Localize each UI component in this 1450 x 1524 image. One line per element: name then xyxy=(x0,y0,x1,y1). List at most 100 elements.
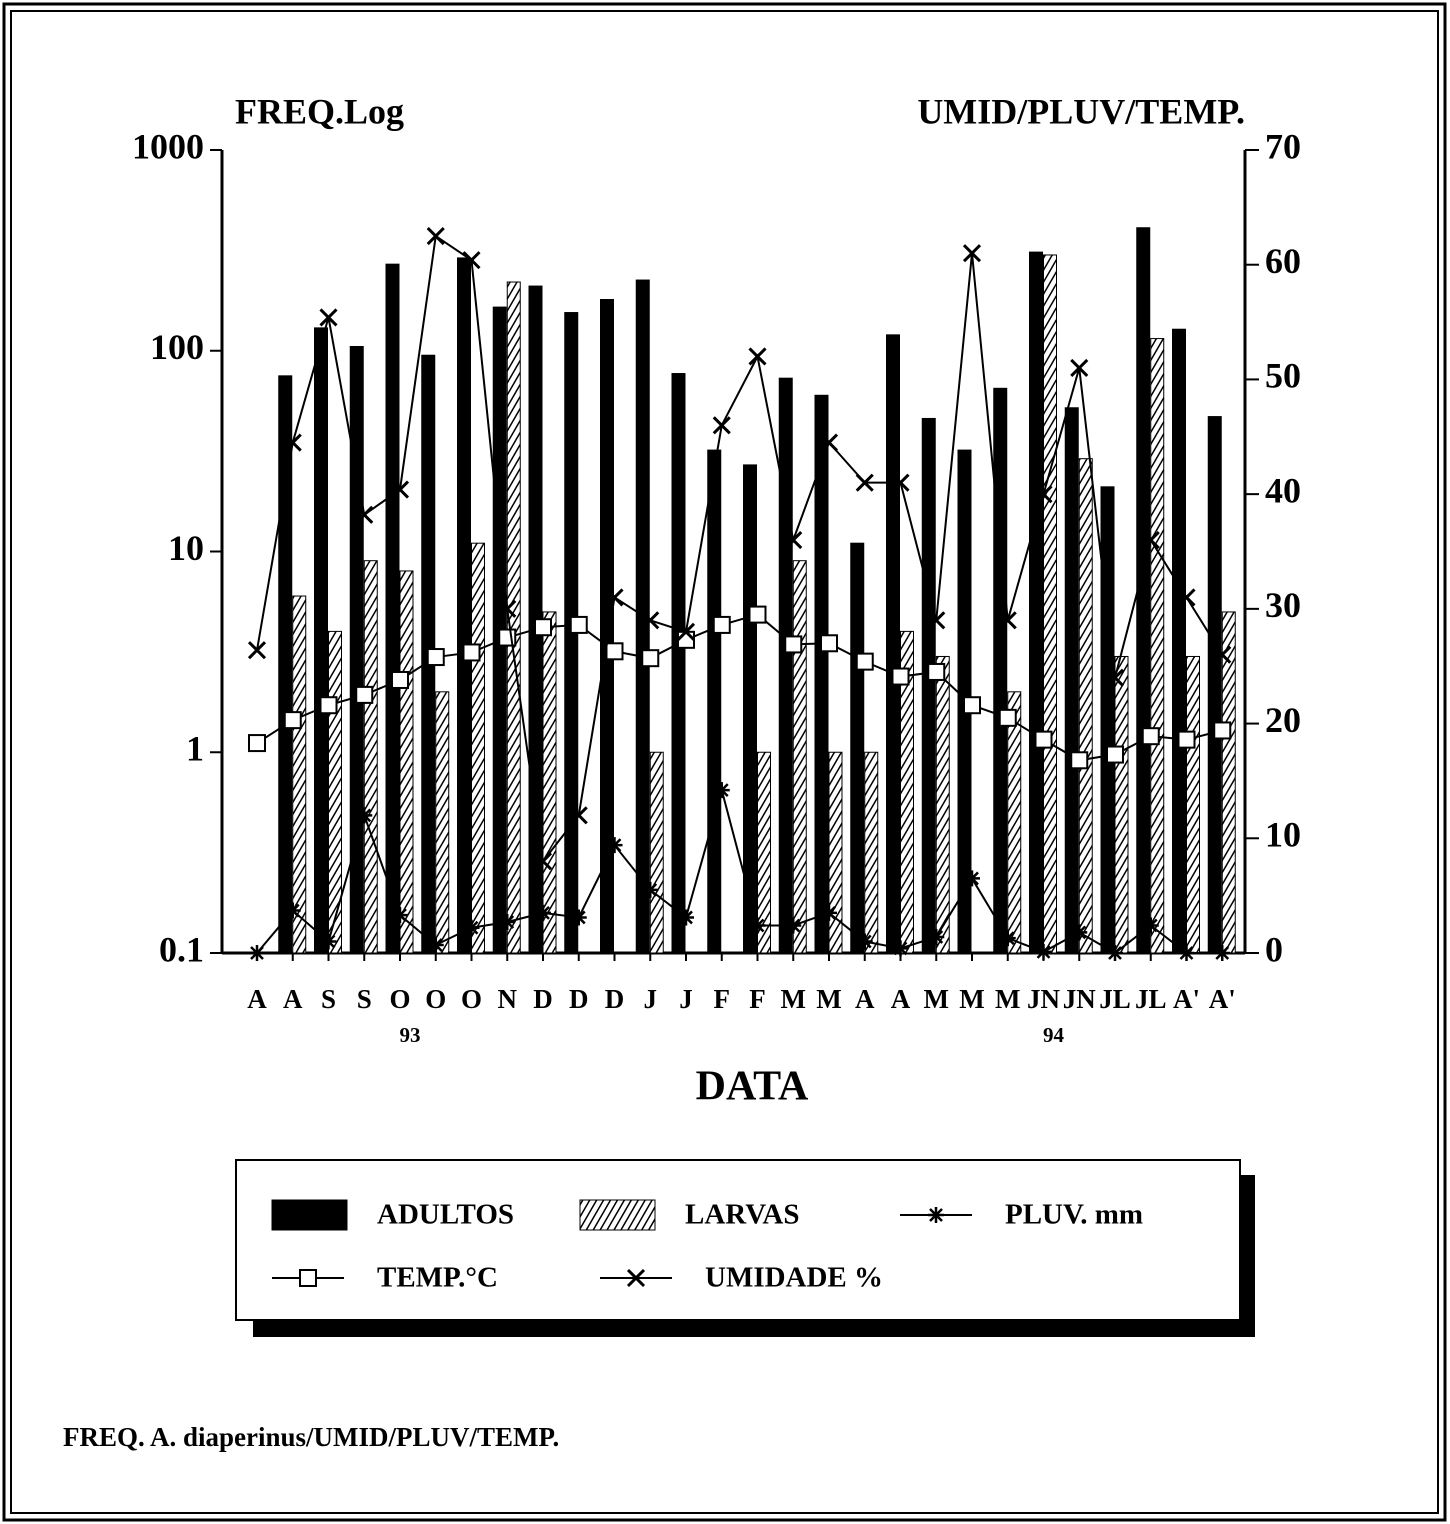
y-tick-label: 1 xyxy=(186,729,204,769)
marker-x xyxy=(390,480,410,499)
marker-square xyxy=(248,734,266,753)
marker-x xyxy=(998,611,1017,630)
marker-square xyxy=(283,711,302,730)
bar xyxy=(850,542,865,954)
y-tick-label: 10 xyxy=(168,528,204,568)
bar xyxy=(993,387,1008,954)
marker-star xyxy=(749,917,766,934)
marker-star xyxy=(249,945,265,961)
x-tick-label: A' xyxy=(1209,984,1236,1014)
marker-square xyxy=(426,648,445,667)
marker-square xyxy=(641,649,660,668)
marker-square xyxy=(677,630,695,649)
marker-star xyxy=(284,902,301,919)
bar xyxy=(921,417,936,954)
marker-square xyxy=(462,643,481,662)
y2-tick-label: 60 xyxy=(1265,241,1301,281)
marker-square xyxy=(927,662,946,681)
marker-x xyxy=(819,433,839,452)
bar xyxy=(600,299,614,954)
x-tick-label: D xyxy=(605,984,625,1014)
legend-label: PLUV. mm xyxy=(1005,1199,1143,1231)
x-tick-label: M xyxy=(959,984,984,1014)
marker-x xyxy=(247,641,267,660)
y2-tick-label: 10 xyxy=(1265,815,1301,855)
bar xyxy=(1186,655,1200,954)
year-label: 93 xyxy=(400,1023,421,1047)
x-tick-label: O xyxy=(389,984,410,1014)
marker-square xyxy=(391,670,409,689)
marker-square xyxy=(1106,745,1124,764)
x-tick-label: JL xyxy=(1135,984,1167,1014)
marker-x xyxy=(605,588,624,607)
y2-tick-label: 50 xyxy=(1265,356,1301,396)
marker-star xyxy=(463,919,480,936)
marker-star xyxy=(1142,917,1159,934)
marker-square xyxy=(569,615,588,634)
x-tick-label: A xyxy=(891,984,911,1014)
bar xyxy=(1043,254,1057,954)
marker-x xyxy=(676,622,696,641)
marker-star xyxy=(1214,945,1231,961)
x-tick-label: N xyxy=(498,984,518,1014)
marker-square xyxy=(712,615,731,634)
bar xyxy=(707,449,722,954)
y2-tick-label: 0 xyxy=(1265,929,1283,969)
marker-star xyxy=(1071,924,1088,941)
bar xyxy=(1172,328,1186,954)
bar xyxy=(1007,691,1022,954)
y-tick-label: 1000 xyxy=(132,126,204,166)
marker-square xyxy=(998,708,1017,727)
legend-swatch xyxy=(271,1199,348,1231)
bar xyxy=(778,377,793,954)
marker-star xyxy=(570,909,587,926)
frame-inner xyxy=(10,10,1439,1514)
bar xyxy=(649,751,664,954)
marker-x xyxy=(569,806,588,825)
x-tick-label: A xyxy=(247,984,267,1014)
marker-square xyxy=(1141,727,1160,746)
marker-star xyxy=(427,936,444,953)
bar xyxy=(757,751,771,954)
marker-x xyxy=(1105,668,1125,687)
marker-star xyxy=(499,914,516,931)
marker-star xyxy=(1035,943,1052,960)
bar xyxy=(814,394,829,954)
marker-x xyxy=(962,244,982,263)
bar xyxy=(385,263,400,954)
line xyxy=(256,234,1224,864)
marker-square xyxy=(1034,730,1053,749)
bar xyxy=(886,334,900,954)
bar xyxy=(278,375,293,954)
marker-square xyxy=(1213,721,1232,740)
marker-x xyxy=(1034,485,1053,504)
bar xyxy=(1207,416,1222,954)
x-tick-label: S xyxy=(321,984,336,1014)
bar xyxy=(363,560,378,954)
y2-axis-title: UMID/PLUV/TEMP. xyxy=(917,91,1245,131)
x-tick-label: M xyxy=(781,984,806,1014)
x-tick-label: O xyxy=(461,984,482,1014)
marker-square xyxy=(1070,751,1089,770)
marker-star xyxy=(1178,945,1195,961)
x-tick-label: M xyxy=(995,984,1020,1014)
bar xyxy=(743,464,757,954)
bar xyxy=(292,595,307,954)
x-tick-label: M xyxy=(816,984,841,1014)
y2-tick-label: 30 xyxy=(1265,585,1301,625)
marker-star xyxy=(356,807,373,824)
marker-x xyxy=(355,505,374,524)
marker-x xyxy=(319,308,338,327)
marker-x xyxy=(927,611,946,630)
x-tick-label: M xyxy=(924,984,949,1014)
marker-star xyxy=(856,933,873,950)
marker-star xyxy=(713,782,730,799)
marker-star xyxy=(928,928,945,945)
y-axis-title: FREQ.Log xyxy=(235,91,404,131)
caption: FREQ. A. diaperinus/UMID/PLUV/TEMP. xyxy=(63,1422,559,1452)
bar xyxy=(457,257,471,954)
marker-x xyxy=(1070,358,1089,378)
marker-x xyxy=(533,852,553,871)
